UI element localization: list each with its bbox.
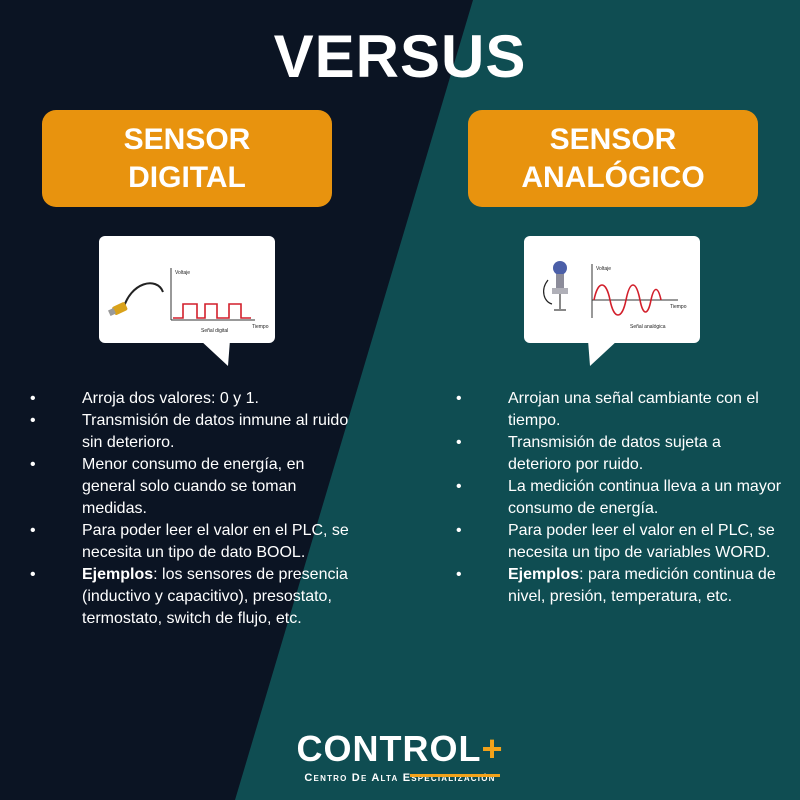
brand-underline — [410, 774, 500, 777]
bullet: • — [30, 390, 36, 407]
brand-text: CONTROL — [296, 728, 482, 769]
analog-wave — [593, 284, 662, 316]
item-label: Ejemplos — [508, 566, 580, 583]
item-text: : para medición continua de nivel, presi… — [508, 566, 776, 605]
page-title: VERSUS — [273, 23, 527, 90]
digital-signal-chart: Voltaje Tiempo Señal digital — [108, 268, 269, 334]
badge-line-1: SENSOR — [549, 122, 677, 156]
bullet: • — [30, 522, 36, 539]
badge-line-1: SENSOR — [123, 122, 251, 156]
list-item: • Menor consumo de energía, en general so… — [30, 454, 360, 520]
list-item: • Transmisión de datos inmune al ruido si… — [30, 410, 360, 454]
chart-caption: Señal digital — [201, 328, 228, 334]
list-item: • Para poder leer el valor en el PLC, se … — [456, 520, 786, 564]
y-axis-label: Voltaje — [596, 266, 611, 272]
item-label: Ejemplos — [82, 566, 154, 583]
digital-signal-bubble: Voltaje Tiempo Señal digital — [99, 236, 275, 343]
list-item: • Para poder leer el valor en el PLC, se … — [30, 520, 360, 564]
item-text: Arrojan una señal cambiante con el tiemp… — [508, 390, 759, 429]
digital-features-list: • Arroja dos valores: 0 y 1. • Transmisión… — [30, 388, 360, 630]
bullet: • — [30, 566, 36, 583]
pressure-transmitter-icon — [543, 261, 568, 311]
bubble-tail — [588, 340, 618, 366]
item-text: Para poder leer el valor en el PLC, se n… — [508, 522, 775, 561]
list-item: • La medición continua lleva a un mayor c… — [456, 476, 786, 520]
bullet: • — [30, 412, 36, 429]
item-text: Arroja dos valores: 0 y 1. — [82, 390, 259, 407]
item-text: Transmisión de datos inmune al ruido sin… — [82, 412, 349, 451]
bullet: • — [456, 478, 462, 495]
bubble-tail — [200, 340, 230, 366]
list-item: • Transmisión de datos sujeta a deterioro… — [456, 432, 786, 476]
bullet: • — [456, 434, 462, 451]
bullet: • — [456, 522, 462, 539]
brand-subtitle: Centro De Alta Especialización — [304, 772, 496, 784]
x-axis-label: Tiempo — [670, 304, 687, 310]
bullet: • — [456, 390, 462, 407]
inductive-sensor-icon — [108, 282, 164, 316]
chart-caption: Señal analógica — [630, 324, 666, 330]
list-item: • Ejemplos: para medición continua de niv… — [456, 564, 786, 608]
brand-logo: CONTROL+ Centro De Alta Especialización — [0, 728, 800, 784]
list-item: • Arrojan una señal cambiante con el tiem… — [456, 388, 786, 432]
item-text: Transmisión de datos sujeta a deterioro … — [508, 434, 721, 473]
item-text: La medición continua lleva a un mayor co… — [508, 478, 782, 517]
badge-line-2: ANALÓGICO — [521, 160, 705, 194]
list-item: • Arroja dos valores: 0 y 1. — [30, 388, 360, 410]
analog-features-list: • Arrojan una señal cambiante con el tiem… — [456, 388, 786, 608]
plus-icon: + — [481, 728, 504, 769]
analog-signal-bubble: Voltaje Tiempo Señal analógica — [524, 236, 700, 343]
item-text: : los sensores de presencia (inductivo y… — [82, 566, 348, 627]
y-axis-label: Voltaje — [175, 270, 190, 276]
bullet: • — [456, 566, 462, 583]
x-axis-label: Tiempo — [252, 324, 269, 330]
bullet: • — [30, 456, 36, 473]
item-text: Menor consumo de energía, en general sol… — [82, 456, 305, 517]
digital-sensor-badge: SENSOR DIGITAL — [42, 110, 332, 207]
list-item: • Ejemplos: los sensores de presencia (in… — [30, 564, 360, 630]
item-text: Para poder leer el valor en el PLC, se n… — [82, 522, 349, 561]
analog-sensor-badge: SENSOR ANALÓGICO — [468, 110, 758, 207]
badge-line-2: DIGITAL — [128, 160, 246, 194]
digital-wave — [173, 303, 251, 319]
analog-signal-chart: Voltaje Tiempo Señal analógica — [543, 261, 687, 330]
brand-name: CONTROL+ — [0, 728, 800, 770]
